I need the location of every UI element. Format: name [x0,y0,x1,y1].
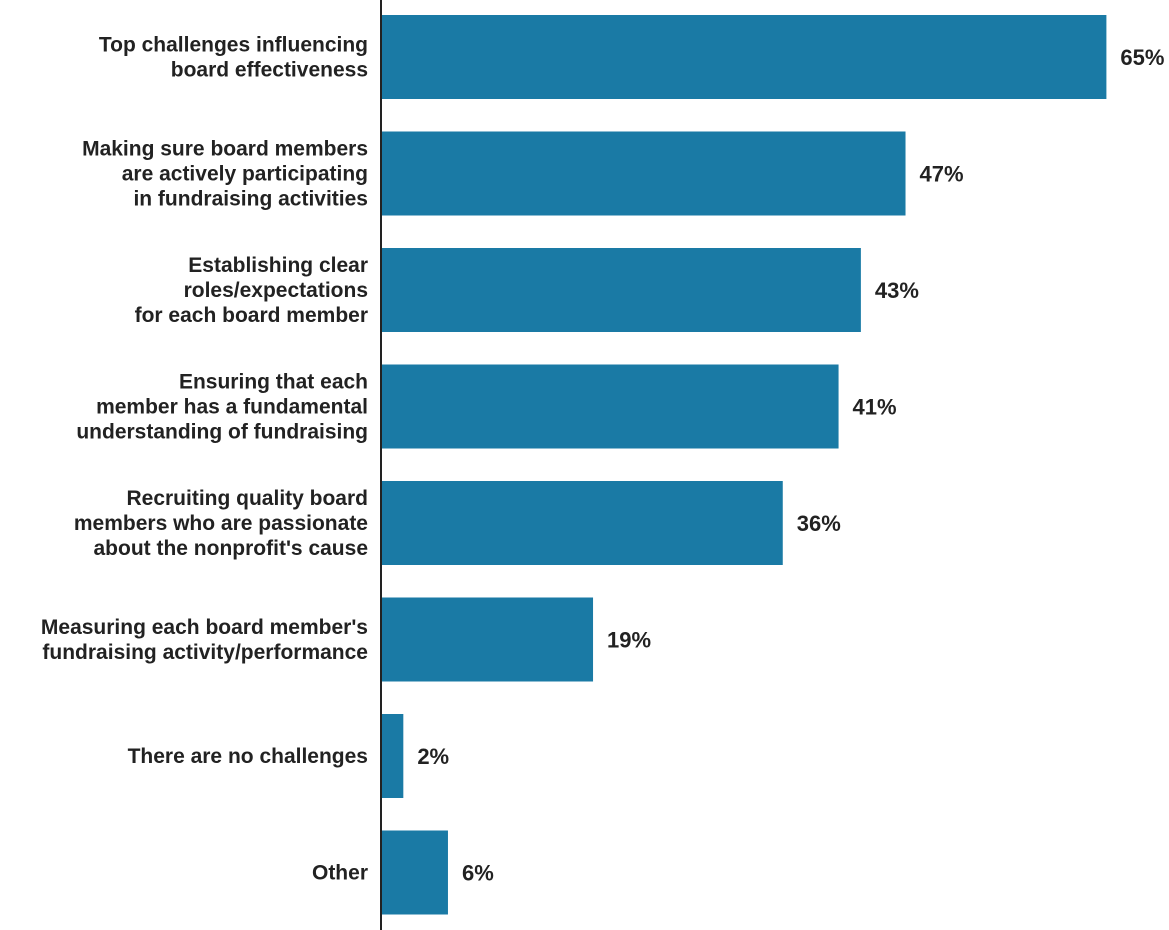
category-label-line: Recruiting quality board [126,487,368,510]
category-label-line: Measuring each board member's [41,616,368,639]
category-label-line: about the nonprofit's cause [93,537,368,560]
bar [381,830,448,915]
category-label-line: are actively participating [122,163,368,186]
category-label-line: fundraising activity/performance [42,641,368,664]
category-label: Making sure board members are actively pa… [82,138,368,211]
category-label-line: Establishing clear [188,254,368,277]
category-labels-group: Top challenges influencing board effectiv… [41,34,368,885]
category-label-line: in fundraising activities [133,188,368,211]
category-label-line: Other [312,862,368,885]
category-label: Recruiting quality board members who are … [74,487,368,560]
value-label: 65% [1120,45,1164,70]
bar [381,364,839,449]
value-label: 47% [920,162,964,187]
category-label-line: understanding of fundraising [76,421,368,444]
value-label: 6% [462,861,494,886]
bar [381,15,1107,99]
category-label-line: for each board member [135,304,368,327]
bar [381,131,906,216]
category-label: Establishing clear roles/expectations for … [135,254,368,327]
category-label-line: There are no challenges [128,745,368,768]
bar [381,481,783,565]
bar [381,248,861,332]
bar [381,597,594,682]
value-labels-group: 65% 47% 43% 41% 36% 19% 2% 6% [417,45,1164,886]
category-label-line: Ensuring that each [179,371,368,394]
category-label: Other [312,862,368,885]
category-label: There are no challenges [128,745,368,768]
category-label-line: member has a fundamental [96,396,368,419]
category-label-line: members who are passionate [74,512,368,535]
category-label-line: board effectiveness [171,59,368,82]
bars-group [381,15,1107,915]
value-label: 19% [607,628,651,653]
value-label: 2% [417,744,449,769]
category-label: Ensuring that each member has a fundament… [76,371,368,444]
category-label-line: Top challenges influencing [99,34,368,57]
category-label: Top challenges influencing board effectiv… [99,34,368,82]
value-label: 36% [797,511,841,536]
bar [381,714,404,798]
value-label: 41% [853,395,897,420]
category-label-line: Making sure board members [82,138,368,161]
category-label: Measuring each board member's fundraising… [41,616,368,664]
value-label: 43% [875,278,919,303]
category-label-line: roles/expectations [184,279,368,302]
